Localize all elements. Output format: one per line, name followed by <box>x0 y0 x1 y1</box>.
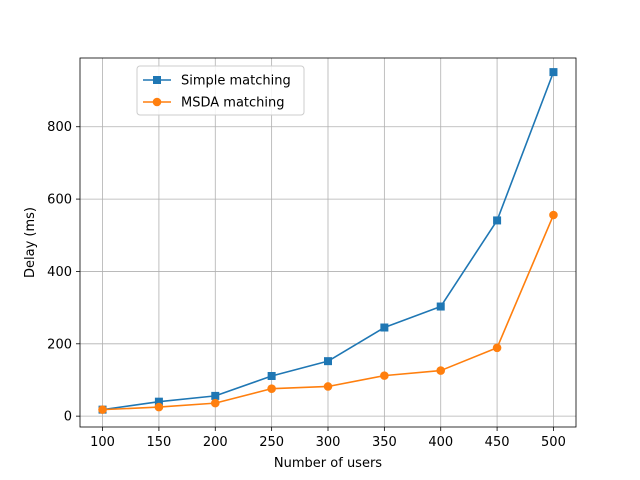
series-group <box>98 68 558 414</box>
data-point-marker <box>436 366 446 375</box>
x-tick-label: 400 <box>428 435 453 450</box>
legend: Simple matching MSDA matching <box>136 65 305 116</box>
data-point-marker <box>267 371 276 380</box>
legend-item: Simple matching <box>143 74 291 89</box>
data-point-marker <box>324 357 332 366</box>
data-point-marker <box>154 397 163 406</box>
data-point-marker <box>267 384 276 393</box>
data-point-marker <box>211 391 220 400</box>
series-0 <box>98 68 558 414</box>
series-1 <box>98 210 558 414</box>
data-point-marker <box>154 402 164 412</box>
y-axis-title: Delay (ms) <box>23 207 38 278</box>
legend-square-marker <box>153 76 161 84</box>
data-point-marker <box>549 210 558 220</box>
x-tick-label: 250 <box>259 435 284 450</box>
x-tick-label: 200 <box>203 435 228 450</box>
data-point-marker <box>323 382 333 391</box>
legend-item: MSDA matching <box>143 96 285 111</box>
data-point-marker <box>380 323 389 332</box>
x-tick-label: 500 <box>541 435 566 450</box>
y-tick-label: 200 <box>47 337 72 352</box>
y-tick-label: 0 <box>64 410 72 425</box>
x-tick-label: 350 <box>372 435 397 450</box>
x-tick-label: 150 <box>146 435 171 450</box>
data-point-marker <box>210 398 220 408</box>
legend-box <box>136 65 305 116</box>
data-point-marker <box>493 216 502 225</box>
x-tick-label: 100 <box>90 435 115 450</box>
data-point-marker <box>380 371 389 380</box>
x-tick-label: 300 <box>316 435 341 450</box>
grid <box>80 58 576 427</box>
data-point-marker <box>98 405 107 414</box>
data-point-marker <box>492 343 502 353</box>
y-tick-label: 400 <box>47 265 72 280</box>
legend-label: Simple matching <box>181 74 291 89</box>
data-point-marker <box>436 302 445 311</box>
x-axis-title: Number of users <box>274 456 382 471</box>
axis-ticks: 100 150 200 250 300 350 400 450 500 0 200 400 600 800 <box>47 120 566 450</box>
x-tick-label: 450 <box>485 435 510 450</box>
y-tick-label: 800 <box>47 120 72 135</box>
legend-label: MSDA matching <box>181 96 285 111</box>
legend-circle-marker <box>152 97 162 107</box>
data-point-marker <box>549 68 558 77</box>
y-tick-label: 600 <box>47 193 72 208</box>
